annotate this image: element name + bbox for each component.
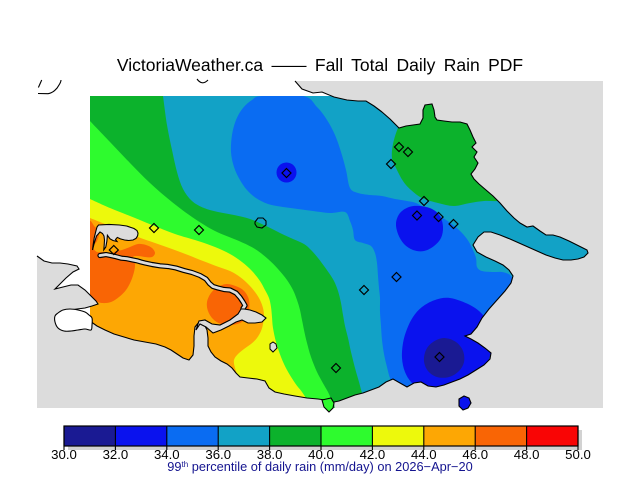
svg-text:46.0: 46.0 [462,447,488,462]
svg-text:44.0: 44.0 [411,447,437,462]
svg-text:VictoriaWeather.ca —— Fall Tot: VictoriaWeather.ca —— Fall Total Daily R… [117,55,523,75]
svg-text:34.0: 34.0 [154,447,180,462]
svg-text:38.0: 38.0 [257,447,283,462]
svg-text:99th percentile of daily rain: 99th percentile of daily rain (mm/day) o… [167,459,472,474]
svg-text:48.0: 48.0 [514,447,540,462]
svg-text:42.0: 42.0 [360,447,386,462]
svg-text:40.0: 40.0 [308,447,334,462]
svg-text:30.0: 30.0 [51,447,77,462]
svg-text:36.0: 36.0 [205,447,231,462]
svg-text:32.0: 32.0 [103,447,129,462]
svg-text:50.0: 50.0 [565,447,591,462]
